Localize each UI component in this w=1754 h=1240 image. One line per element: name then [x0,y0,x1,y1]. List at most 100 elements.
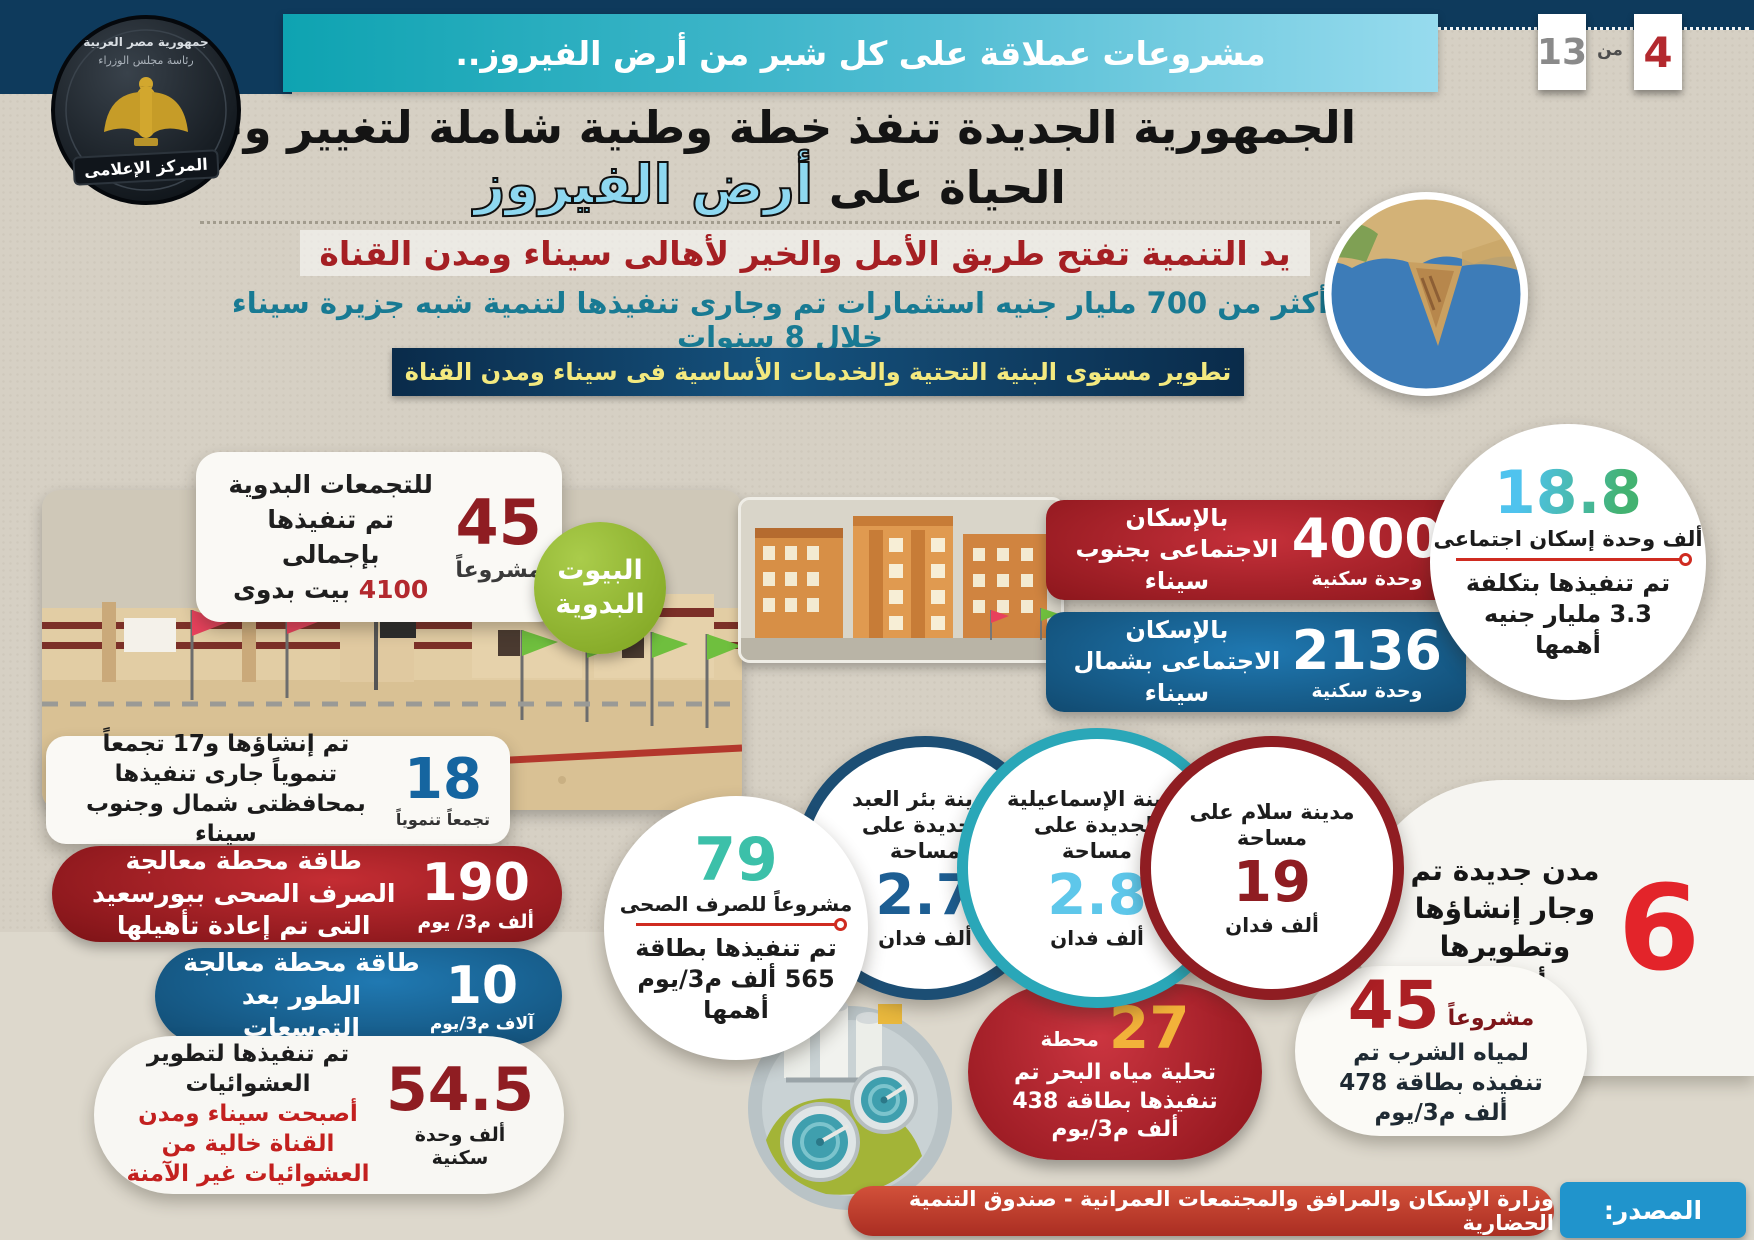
tor-plant-text: طاقة محطة معالجة الطور بعد التوسعات [183,948,420,1043]
source-text: وزارة الإسكان والمرافق والمجتمعات العمرا… [908,1187,1554,1235]
housing-north-number: 2136 وحدة سكنية [1291,618,1442,702]
stat-unit: آلاف م3/يوم [429,1013,534,1034]
stat-unit: وحدة سكنية [1311,567,1423,590]
section-title-text: تطوير مستوى البنية التحتية والخدمات الأس… [404,358,1232,386]
stat-unit: وحدة سكنية [1311,679,1423,702]
stat-unit: تجمعاً تنموياً [395,810,490,829]
tor-plant-pill: 10 آلاف م3/يوم طاقة محطة معالجة الطور بع… [155,948,562,1044]
logo-country-text: جمهورية مصر العربية [83,35,208,50]
stat-value: 6 [1617,859,1701,997]
badge-text: البيوت البدوية [555,555,645,620]
page-current-card: 4 [1634,14,1682,90]
dev-communities-text: تم إنشاؤها و17 تجمعاً تنموياً جارى تنفيذ… [85,731,366,847]
portsaid-plant-text: طاقة محطة معالجة الصرف الصحى ببورسعيد ال… [91,846,396,941]
stat-unit: ألف وحدة سكنية [414,1124,506,1169]
page-total: 13 [1536,31,1588,73]
housing-south-bar: 4000 وحدة سكنية بالإسكان الاجتماعى بجنوب… [1046,500,1466,600]
red-divider [1455,552,1692,566]
red-subtitle-text: يد التنمية تفتح طريق الأمل والخير لأهالى… [319,233,1291,273]
page-separator: من [1597,40,1623,60]
tor-plant-number: 10 آلاف م3/يوم [430,960,534,1033]
stat-value: 10 [445,955,519,1016]
logo-authority-text: رئاسة مجلس الوزراء [98,54,193,67]
housing-total-text: تم تنفيذها بتكلفة 3.3 مليار جنيه أهمها [1465,568,1671,660]
city-unit: ألف فدان [1225,913,1319,938]
slums-number: 54.5 ألف وحدة سكنية [386,1060,534,1170]
desalination-text: تحلية مياه البحر تم تنفيذها بطاقة 438 أل… [1012,1060,1218,1143]
housing-north-bar: 2136 وحدة سكنية بالإسكان الاجتماعى بشمال… [1046,612,1466,712]
stat-value: 27 [1108,994,1190,1063]
stat-unit: مشروعاً [1447,1006,1535,1032]
city-value: 2.8 [1047,863,1147,929]
top-banner-text: مشروعات عملاقة على كل شبر من أرض الفيروز… [455,33,1266,73]
desc-line1: للتجمعات البدوية [228,470,433,499]
eagle-icon [104,77,188,146]
desalination-blob: محطة 27 تحلية مياه البحر تم تنفيذها بطاق… [968,984,1262,1160]
logo-ribbon: المركز الإعلامى [72,149,220,186]
housing-south-label: بالإسكان الاجتماعى بجنوب سيناء [1075,504,1279,595]
divider-ring [834,917,847,931]
headline-highlight: أرض الفيروز [473,152,814,216]
dev-communities-number: 18 تجمعاً تنموياً [396,752,490,828]
divider-ring [1678,552,1692,566]
bedouin-projects-description: للتجمعات البدوية تم تنفيذها بإجمالى 4100… [216,467,445,607]
stat-value: 54.5 [385,1055,534,1126]
stat-unit: محطة [1040,1027,1099,1052]
portsaid-plant-pill: 190 ألف م3/ يوم طاقة محطة معالجة الصرف ا… [52,846,562,942]
city-name: مدينة سلام على مساحة [1189,799,1355,850]
city-name: مدينة الإسماعيلية الجديدة على مساحة [1007,786,1187,864]
stat-value: 190 [421,852,530,913]
source-label: المصدر: [1603,1195,1703,1225]
slums-text-red: أصبحت سيناء ومدن القناة خالية من العشوائ… [126,1101,370,1187]
drinking-water-text: لمياه الشرب تم تنفيذه بطاقة 478 ألف م3/ي… [1339,1040,1543,1126]
stat-value: 18.8 [1493,457,1643,528]
dev-communities-card: 18 تجمعاً تنموياً تم إنشاؤها و17 تجمعاً … [46,731,510,847]
desc-line3: بيت بدوى [232,575,351,604]
red-subtitle: يد التنمية تفتح طريق الأمل والخير لأهالى… [300,230,1310,276]
city-salam-circle: مدينة سلام على مساحة 19 ألف فدان [1140,736,1404,1000]
stat-value: 18 [403,747,482,812]
slums-development-blob: 54.5 ألف وحدة سكنية تم تنفيذها لتطوير ال… [94,1036,564,1194]
stat-value: 4000 [1291,506,1442,570]
red-divider [636,917,847,931]
sinai-map-icon [1322,190,1530,398]
sewage-projects-circle: 79 مشروعاً للصرف الصحى تم تنفيذها بطاقة … [604,796,868,1060]
bedouin-projects-card: 45 مشروعاً للتجمعات البدوية تم تنفيذها ب… [196,452,562,622]
government-emblem-logo: جمهورية مصر العربية رئاسة مجلس الوزراء ا… [50,10,242,210]
stat-value: 45 [455,486,542,559]
drinking-water-blob: 45 مشروعاً لمياه الشرب تم تنفيذه بطاقة 4… [1295,966,1587,1136]
teal-subtitle: أكثر من 700 مليار جنيه استثمارات تم وجار… [231,286,1329,354]
drinking-water-number-row: 45 مشروعاً [1348,973,1535,1039]
stat-value: 79 [694,824,778,895]
stat-unit: ألف م3/ يوم [417,910,534,933]
city-value: 19 [1233,850,1311,916]
slums-text-dark: تم تنفيذها لتطوير العشوائيات [146,1041,350,1098]
headline-text: الجمهورية الجديدة تنفذ خطة وطنية شاملة ل… [183,101,1357,214]
desc-line2: تم تنفيذها بإجمالى [267,505,394,569]
housing-north-label: بالإسكان الاجتماعى بشمال سيناء [1073,616,1281,707]
emblem-icon: جمهورية مصر العربية رئاسة مجلس الوزراء ا… [51,15,241,205]
stat-unit: مشروعاً [455,558,542,583]
city-unit: ألف فدان [1050,926,1144,951]
city-name: مدينة بئر العبد الجديدة على مساحة [851,786,999,864]
social-housing-photo [738,497,1064,663]
dotted-divider-headline [200,221,1340,224]
housing-south-number: 4000 وحدة سكنية [1291,506,1442,590]
source-label-box: المصدر: [1560,1182,1746,1238]
dotted-divider-top [1437,27,1749,30]
desc-highlight: 4100 [358,575,429,604]
desalination-number-row: محطة 27 [1040,999,1189,1057]
bedouin-houses-badge: البيوت البدوية [534,522,666,654]
stat-label: مشروعاً للصرف الصحى [619,891,853,916]
stat-value: 2136 [1291,618,1442,682]
portsaid-plant-number: 190 ألف م3/ يوم [417,857,534,932]
page-current: 4 [1643,27,1673,77]
housing-total-circle: 18.8 ألف وحدة إسكان اجتماعى تم تنفيذها ب… [1430,424,1706,700]
slums-texts: تم تنفيذها لتطوير العشوائيات أصبحت سيناء… [124,1040,372,1189]
city-unit: ألف فدان [878,926,972,951]
source-text-bar: وزارة الإسكان والمرافق والمجتمعات العمرا… [848,1186,1554,1236]
stat-value: 45 [1347,967,1440,1045]
page-total-card: 13 [1536,14,1588,90]
main-headline: الجمهورية الجديدة تنفذ خطة وطنية شاملة ل… [170,101,1370,217]
